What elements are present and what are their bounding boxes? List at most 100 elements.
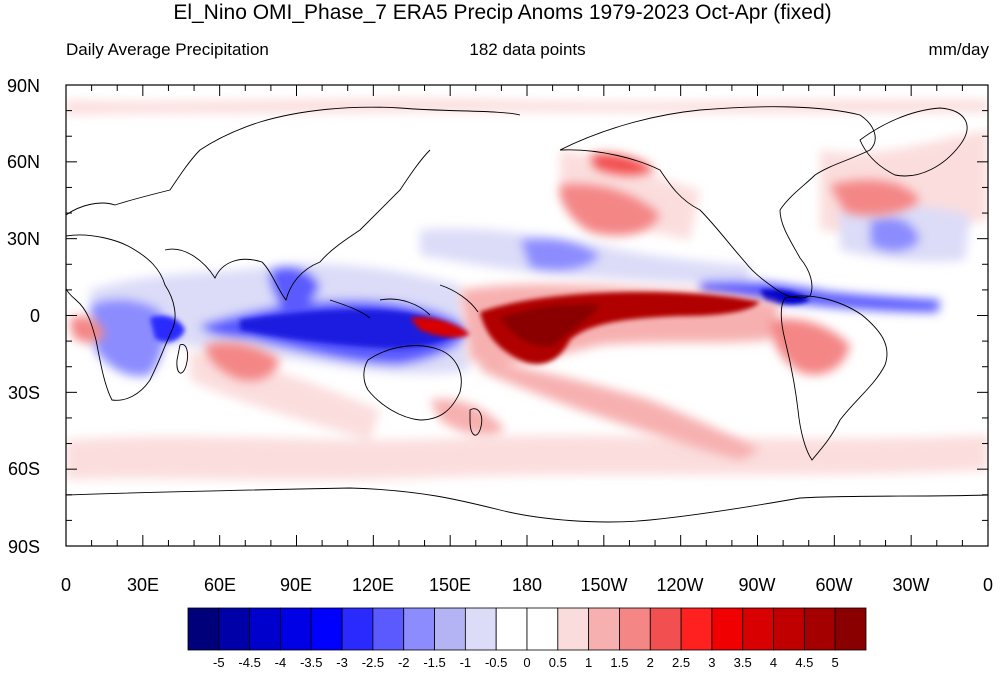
x-tick-label: 60W	[815, 575, 853, 595]
south-america-coast	[780, 295, 888, 461]
x-tick-label: 180	[511, 575, 543, 595]
arabian-sea-deep-blue	[150, 315, 185, 343]
colorbar-swatch	[557, 607, 590, 651]
arabia-india-coast	[164, 149, 431, 301]
south-pacific-spcz-red	[480, 360, 760, 460]
south-indian-red	[205, 342, 280, 381]
colorbar-swatch	[588, 607, 620, 651]
europe-coast	[66, 106, 521, 216]
y-tick-label: 60N	[6, 152, 40, 172]
y-tick-label: 60S	[7, 459, 40, 479]
colorbar-swatch	[495, 607, 528, 651]
east-pacific-itcz-blue	[700, 280, 940, 312]
southeast-asia-coast	[329, 284, 479, 319]
colorbar-swatch	[649, 607, 682, 651]
antarctica-coast	[66, 487, 988, 523]
north-atlantic-red	[830, 180, 920, 216]
colorbar-label: -5	[213, 655, 225, 670]
x-tick-label: 90W	[738, 575, 776, 595]
alaska-red	[590, 153, 655, 176]
coastlines	[66, 106, 988, 523]
colorbar	[187, 607, 867, 651]
y-tick-label: 90S	[7, 537, 40, 557]
colorbar-swatch	[341, 607, 374, 651]
anomaly-field	[66, 85, 988, 546]
subtitle-count: 182 data points	[469, 40, 586, 59]
subtitle-variable: Daily Average Precipitation	[66, 40, 269, 59]
colorbar-swatch	[280, 607, 312, 651]
x-tick-label: 150W	[580, 575, 628, 595]
colorbar-swatch	[249, 607, 281, 651]
southern-australia-red	[430, 399, 505, 436]
colorbar-swatch	[619, 607, 651, 651]
x-tick-label: 30W	[892, 575, 930, 595]
colorbar-label: 2	[646, 655, 654, 670]
colorbar-swatch	[742, 607, 774, 651]
colorbar-label: -0.5	[484, 655, 508, 670]
x-tick-label: 120W	[656, 575, 704, 595]
colorbar-swatch	[711, 607, 744, 651]
colorbar-label: -4	[274, 655, 287, 670]
colorbar-swatch	[372, 607, 405, 651]
subtitle-units: mm/day	[928, 40, 989, 59]
colorbar-swatch	[526, 607, 559, 651]
north-pacific-red-patch	[560, 184, 660, 236]
y-tick-label: 30N	[6, 229, 40, 249]
madagascar-coast	[176, 344, 189, 374]
bay-of-bengal-blue	[269, 266, 320, 308]
atlantic-blue-patch	[870, 216, 920, 252]
north-america-coast	[559, 106, 876, 299]
colorbar-swatch	[803, 607, 836, 651]
x-tick-label: 90E	[279, 575, 313, 595]
y-tick-label: 30S	[7, 383, 40, 403]
colorbar-swatch	[218, 607, 251, 651]
north-pacific-blue-patch	[520, 238, 600, 272]
colorbar-label: 0.5	[548, 655, 567, 670]
axis-ticks	[65, 84, 989, 547]
australia-coast	[363, 345, 462, 421]
colorbar-label: 1.5	[610, 655, 629, 670]
africa-blue	[90, 298, 166, 377]
colorbar-label: 2.5	[672, 655, 691, 670]
y-tick-label: 0	[29, 306, 40, 326]
colorbar-label: 4	[769, 655, 778, 670]
colorbar-swatch	[680, 607, 713, 651]
x-tick-label: 120E	[351, 575, 395, 595]
maritime-red-streak	[410, 317, 470, 338]
maritime-continent-deep-blue	[240, 309, 455, 349]
africa-coast	[66, 234, 176, 401]
colorbar-label: 4.5	[795, 655, 814, 670]
x-tick-label: 0	[60, 575, 71, 595]
y-tick-label: 90N	[6, 76, 40, 96]
greenland-coast	[859, 107, 968, 177]
colorbar-swatch	[773, 607, 805, 651]
colorbar-label: 1	[585, 655, 593, 670]
colorbar-swatch	[310, 607, 343, 651]
new-zealand-coast	[469, 408, 483, 436]
colorbar-label: -3.5	[300, 655, 323, 670]
map-title: El_Nino OMI_Phase_7 ERA5 Precip Anoms 19…	[173, 1, 832, 24]
x-tick-label: 150E	[428, 575, 472, 595]
colorbar-label: -1	[459, 655, 472, 670]
colorbar-swatch	[187, 607, 220, 651]
central-america-deep-blue	[760, 289, 810, 305]
colorbar-swatch	[434, 607, 466, 651]
colorbar-label: 3.5	[733, 655, 752, 670]
x-tick-label: 60E	[203, 575, 237, 595]
colorbar-swatch	[834, 607, 867, 651]
colorbar-label: -2.5	[361, 655, 385, 670]
colorbar-label: -3	[336, 655, 348, 670]
colorbar-label: 5	[831, 655, 839, 670]
central-pacific-core-red	[500, 304, 600, 347]
colorbar-label: 0	[523, 655, 531, 670]
arctic-pale-band	[66, 98, 988, 115]
colorbar-label: -1.5	[423, 655, 446, 670]
colorbar-swatch	[464, 607, 497, 651]
southern-ocean-pale-band	[66, 435, 988, 481]
x-tick-label: 30E	[126, 575, 160, 595]
colorbar-label: 3	[708, 655, 716, 670]
x-tick-label: 0	[982, 575, 993, 595]
west-africa-red	[70, 315, 105, 343]
north-pacific-pale-band	[560, 150, 700, 240]
